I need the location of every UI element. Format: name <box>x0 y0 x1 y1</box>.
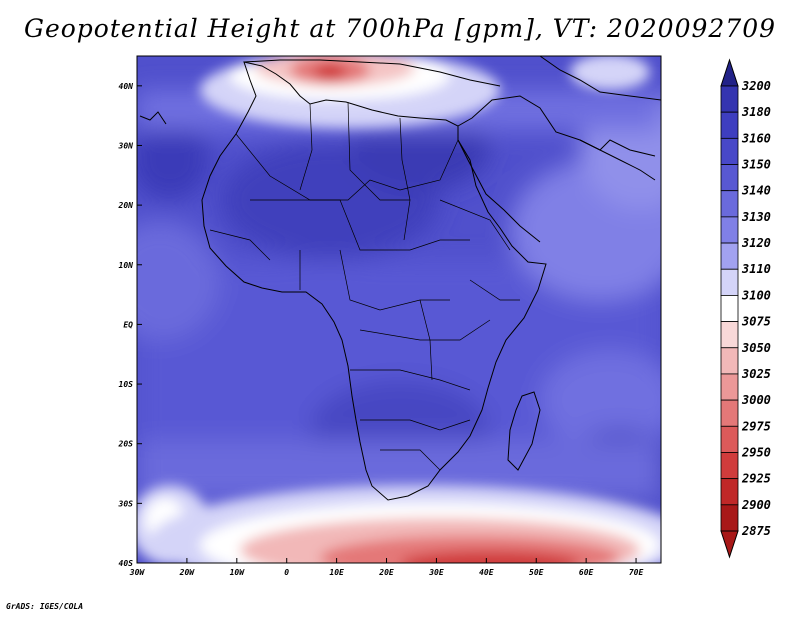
colorbar-swatch <box>720 164 739 192</box>
colorbar-swatch <box>720 321 739 349</box>
colorbar-label: 2950 <box>741 445 771 459</box>
colorbar-label: 2875 <box>741 524 771 538</box>
colorbar: 3200 3180 3160 3150 3140 3130 3120 3110 3100 3075… <box>720 58 771 559</box>
colorbar-swatch <box>720 216 739 244</box>
colorbar-label: 3050 <box>741 341 771 355</box>
coastlines <box>139 56 661 501</box>
lon-label: 10E <box>329 568 344 577</box>
colorbar-label: 3140 <box>741 184 771 198</box>
lon-label: 20W <box>179 568 196 577</box>
colorbar-swatch <box>720 85 739 113</box>
lon-label: 30W <box>129 568 146 577</box>
colorbar-swatch <box>720 347 739 375</box>
lon-label: 70E <box>629 568 644 577</box>
colorbar-label: 3100 <box>741 288 771 302</box>
lat-label: 10S <box>119 380 134 389</box>
map-frame <box>136 55 662 564</box>
lon-label: 10W <box>230 568 246 577</box>
lat-label: 40S <box>119 559 134 568</box>
colorbar-swatch <box>720 242 739 270</box>
colorbar-swatch <box>720 111 739 139</box>
colorbar-swatch <box>720 399 739 427</box>
lon-label: 50E <box>529 568 544 577</box>
longitude-labels: 30W 20W 10W 0 10E 20E 30E 40E 50E 60E 70E <box>129 558 644 577</box>
grads-credit: GrADS: IGES/COLA <box>6 602 84 611</box>
lon-label: 0 <box>284 568 289 577</box>
borders <box>209 101 520 471</box>
lat-label: EQ <box>123 320 133 329</box>
lat-label: 20S <box>118 440 134 449</box>
colorbar-label: 3025 <box>741 367 771 381</box>
lat-label: 20N <box>118 201 134 210</box>
colorbar-label: 3110 <box>741 262 771 276</box>
colorbar-swatch <box>720 373 739 401</box>
colorbar-swatch <box>720 268 739 296</box>
lon-label: 40E <box>479 568 494 577</box>
lat-label: 10N <box>119 261 134 270</box>
colorbar-label: 3180 <box>741 105 771 119</box>
colorbar-swatch <box>720 425 739 453</box>
colorbar-swatch <box>720 295 739 322</box>
colorbar-top-arrow <box>720 58 739 87</box>
colorbar-label: 3130 <box>741 210 771 224</box>
colorbar-label: 3000 <box>741 393 771 407</box>
map-title: Geopotential Height at 700hPa [gpm], VT:… <box>23 14 777 43</box>
colorbar-label: 2925 <box>741 472 771 486</box>
colorbar-swatch <box>720 137 739 165</box>
colorbar-label: 2900 <box>741 498 771 512</box>
colorbar-swatch <box>720 504 739 532</box>
colorbar-swatch <box>720 190 739 218</box>
colorbar-label: 2975 <box>741 419 771 433</box>
colorbar-bottom-arrow <box>720 530 739 559</box>
lat-label: 30S <box>118 499 134 508</box>
colorbar-label: 3150 <box>741 158 771 172</box>
colorbar-swatch <box>720 452 739 480</box>
height-field <box>137 56 661 563</box>
colorbar-label: 3160 <box>741 131 771 145</box>
lat-label: 40N <box>119 82 134 91</box>
latitude-labels: 40N 30N 20N 10N EQ 10S 20S 30S 40S <box>118 82 142 568</box>
lon-label: 20E <box>378 568 394 577</box>
colorbar-swatch <box>720 478 739 506</box>
colorbar-label: 3200 <box>741 79 771 93</box>
lon-label: 30E <box>428 568 444 577</box>
colorbar-label: 3075 <box>741 315 771 329</box>
lon-label: 60E <box>579 568 594 577</box>
colorbar-label: 3120 <box>741 236 771 250</box>
lat-label: 30N <box>118 141 134 150</box>
